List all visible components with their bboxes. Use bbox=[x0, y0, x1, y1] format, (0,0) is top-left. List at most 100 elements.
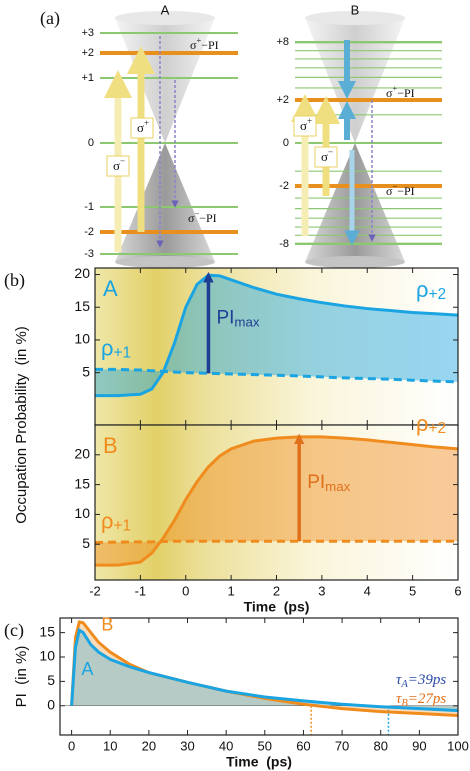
area-fill bbox=[95, 275, 458, 396]
text-part: +1 bbox=[114, 518, 132, 535]
x-tick-label: 0 bbox=[182, 583, 189, 598]
transition-label: σ− bbox=[113, 156, 125, 173]
panel-label: (a) bbox=[40, 8, 60, 29]
level-label: +2 bbox=[276, 94, 289, 106]
x-tick-label: 4 bbox=[364, 583, 371, 598]
level-label: 0 bbox=[88, 137, 94, 149]
x-tick-label: 50 bbox=[258, 738, 272, 753]
text-part: + bbox=[392, 84, 397, 93]
cone bbox=[305, 18, 405, 143]
text-part: σ bbox=[137, 120, 144, 135]
panel-label: (b) bbox=[4, 270, 25, 291]
level-label: -2 bbox=[84, 226, 94, 238]
text-part: −PI bbox=[397, 184, 414, 198]
text-part: σ bbox=[386, 86, 393, 100]
cone bbox=[305, 143, 405, 262]
transition-label: σ+ bbox=[300, 116, 312, 133]
y-tick-label: 20 bbox=[74, 265, 90, 281]
label-box bbox=[130, 117, 154, 139]
pi-label: σ+−PI bbox=[386, 84, 415, 100]
diagram-title: B bbox=[351, 2, 360, 17]
text-part: τ bbox=[396, 691, 402, 707]
x-tick-label: 100 bbox=[447, 738, 469, 753]
series-label: B bbox=[101, 615, 113, 635]
cone-bottom bbox=[305, 256, 405, 268]
text-part: + bbox=[144, 118, 149, 128]
level-label: 0 bbox=[283, 137, 289, 149]
x-tick-label: 20 bbox=[142, 738, 156, 753]
series-label: A bbox=[81, 659, 93, 679]
series-label: ρ+1 bbox=[101, 508, 131, 534]
text-part: + bbox=[307, 116, 312, 126]
series-line bbox=[70, 627, 459, 713]
level-label: +2 bbox=[81, 47, 94, 59]
level-label: +8 bbox=[276, 36, 289, 48]
fit-label: τB=27ps bbox=[396, 691, 446, 709]
text-part: + bbox=[196, 36, 201, 45]
y-tick-label: 15 bbox=[74, 475, 90, 491]
text-part: ρ bbox=[101, 335, 114, 360]
area-fill bbox=[71, 630, 459, 711]
label-box bbox=[314, 146, 338, 168]
x-axis-label: Time (ps) bbox=[244, 599, 310, 615]
cone-bottom bbox=[115, 256, 215, 268]
y-tick-label: 20 bbox=[74, 446, 90, 462]
area-fill bbox=[71, 621, 459, 716]
x-tick-label: 80 bbox=[373, 738, 387, 753]
pi-label: σ−−PI bbox=[386, 182, 415, 198]
x-tick-label: 40 bbox=[219, 738, 233, 753]
text-part: B bbox=[401, 698, 408, 709]
text-part: σ bbox=[321, 149, 328, 164]
text-part: +2 bbox=[429, 420, 447, 437]
text-part: A bbox=[400, 679, 408, 690]
x-tick-label: 70 bbox=[335, 738, 349, 753]
pi-label: σ−−PI bbox=[188, 209, 217, 225]
x-tick-label: 90 bbox=[412, 738, 426, 753]
series-label: ρ+2 bbox=[416, 277, 446, 303]
text-part: − bbox=[328, 147, 333, 157]
series-label: ρ+2 bbox=[416, 411, 446, 437]
level-label: -8 bbox=[279, 238, 289, 250]
x-tick-label: 60 bbox=[296, 738, 310, 753]
text-part: σ bbox=[300, 118, 307, 133]
y-tick-label: 5 bbox=[82, 535, 90, 551]
diagram-title: A bbox=[161, 2, 170, 17]
text-part: σ bbox=[113, 158, 120, 173]
plot-frame bbox=[59, 617, 459, 736]
label-box bbox=[293, 115, 317, 137]
x-tick-label: -2 bbox=[89, 583, 101, 598]
x-tick-label: 6 bbox=[454, 583, 461, 598]
level-label: +3 bbox=[81, 27, 94, 39]
y-axis-label: Occupation Probability (in %) bbox=[13, 326, 30, 524]
text-part: ρ bbox=[416, 411, 429, 436]
text-part: =39ps bbox=[408, 672, 447, 688]
label-box bbox=[106, 155, 130, 177]
text-part: ρ bbox=[101, 508, 114, 533]
text-part: ρ bbox=[416, 277, 429, 302]
text-part: − bbox=[120, 156, 125, 166]
fit-label: τA=39ps bbox=[396, 672, 446, 690]
text-part: σ bbox=[386, 184, 393, 198]
y-tick-label: 0 bbox=[47, 696, 55, 712]
x-tick-label: 30 bbox=[180, 738, 194, 753]
text-part: =27ps bbox=[408, 691, 447, 707]
x-tick-label: -1 bbox=[135, 583, 147, 598]
level-label: +1 bbox=[81, 72, 94, 84]
x-tick-label: 5 bbox=[409, 583, 416, 598]
y-tick-label: 15 bbox=[39, 623, 55, 639]
cone bbox=[115, 143, 215, 262]
text-part: σ bbox=[190, 38, 197, 52]
transition-label: σ− bbox=[321, 147, 333, 164]
text-part: τ bbox=[396, 672, 402, 688]
y-tick-label: 10 bbox=[74, 505, 90, 521]
text-part: max bbox=[325, 479, 350, 494]
text-part: +1 bbox=[114, 344, 132, 361]
text-part: −PI bbox=[397, 86, 414, 100]
x-tick-label: 1 bbox=[228, 583, 235, 598]
series-line bbox=[95, 367, 459, 384]
text-part: σ bbox=[188, 211, 195, 225]
x-axis-label: Time (ps) bbox=[226, 754, 292, 770]
panel-annotation: B bbox=[103, 433, 118, 458]
